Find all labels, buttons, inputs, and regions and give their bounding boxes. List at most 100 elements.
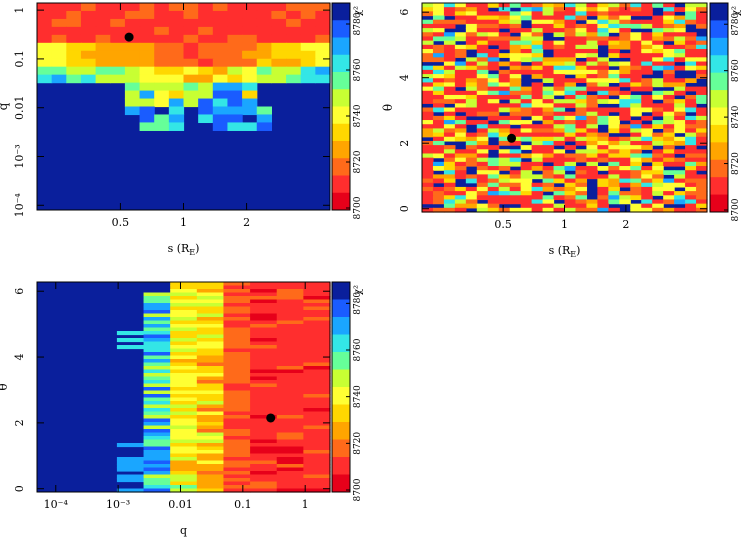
heatmap-cell [553,157,566,163]
heatmap-cell [498,61,511,67]
heatmap-cell [608,3,620,8]
heatmap-cell [597,195,609,201]
heatmap-cell [520,86,533,92]
heatmap-cell [196,439,225,444]
heatmap-cell [520,111,533,117]
heatmap-cell [422,182,434,188]
heatmap-cell [443,203,456,209]
heatmap-cell [553,128,566,134]
heatmap-cell [276,299,304,304]
heatmap-cell [619,107,631,113]
heatmap-cell [143,415,171,420]
heatmap-cell [465,7,478,12]
heatmap-cell [575,90,588,96]
heatmap-cell [586,74,598,79]
heatmap-cell [630,23,642,29]
heatmap-cell [143,338,171,343]
heatmap-cell [242,34,258,44]
heatmap-cell [619,53,631,58]
heatmap-cell [465,15,478,21]
heatmap-cell [300,66,316,76]
heatmap-cell [586,61,598,67]
heatmap-cell [143,313,171,318]
heatmap-cell [586,82,598,88]
heatmap-cell [300,50,316,60]
heatmap-cell [95,66,111,76]
heatmap-cell [608,44,620,50]
heatmap-cell [250,411,278,416]
heatmap-cell [256,42,272,52]
heatmap-cell [630,195,642,201]
heatmap-cell [652,174,664,180]
heatmap-cell [198,42,214,52]
heatmap-cell [608,199,620,205]
heatmap-cell [303,285,331,290]
heatmap-cell [498,124,511,129]
heatmap-cell [154,90,170,100]
heatmap-cell [663,48,675,54]
heatmap-cell [276,296,304,301]
heatmap-cell [520,40,533,46]
heatmap-cell [143,331,171,336]
heatmap-cell [531,69,544,75]
heatmap-cell [652,103,664,109]
heatmap-cell [223,317,251,322]
heatmap-cell [303,485,331,490]
heatmap-cell [531,19,544,25]
heatmap-cell [276,289,304,294]
heatmap-cell [608,107,620,113]
y-tick-label: 2 [13,419,26,426]
heatmap-cell [685,115,697,121]
heatmap-cell [432,132,445,138]
heatmap-cell [531,44,544,50]
heatmap-cell [170,376,198,381]
heatmap-cell [432,207,445,213]
heatmap-cell [685,3,697,8]
heatmap-cell [454,32,467,38]
heatmap-cell [476,153,489,159]
heatmap-cell [303,289,331,294]
heatmap-cell [564,203,577,209]
heatmap-cell [315,50,331,60]
heatmap-cell [531,145,544,150]
heatmap-cell [630,19,642,25]
heatmap-cell [619,82,631,88]
heatmap-cell [196,380,225,385]
heatmap-cell [276,331,304,336]
heatmap-cell [498,19,511,25]
heatmap-cell [520,107,533,113]
heatmap-cell [553,86,566,92]
heatmap-cell [520,191,533,196]
heatmap-cell [276,446,304,451]
heatmap-cell [619,23,631,29]
heatmap-cell [487,107,500,113]
heatmap-cell [198,74,214,84]
heatmap-cell [520,44,533,50]
heatmap-cell [198,114,214,124]
heatmap-cell [608,90,620,96]
heatmap-cell [663,19,675,25]
heatmap-cell [315,42,331,52]
heatmap-cell [303,282,331,287]
heatmap-cell [696,186,708,192]
heatmap-cell [509,153,522,159]
heatmap-cell [597,107,609,113]
heatmap-cell [168,66,185,76]
heatmap-cell [422,11,434,17]
heatmap-cell [674,82,686,88]
heatmap-cell [124,42,141,52]
heatmap-cell [170,446,198,451]
heatmap-cell [242,66,258,76]
heatmap-cell [531,94,544,100]
heatmap-cell [564,178,577,184]
heatmap-cell [465,161,478,167]
heatmap-cell [663,115,675,121]
heatmap-cell [51,50,67,60]
heatmap-cell [183,18,199,28]
colorbar-segment [710,107,728,126]
heatmap-cell [170,355,198,360]
heatmap-cell [143,460,171,465]
heatmap-cell [300,74,316,84]
heatmap-cell [564,174,577,180]
heatmap-cell [630,57,642,63]
